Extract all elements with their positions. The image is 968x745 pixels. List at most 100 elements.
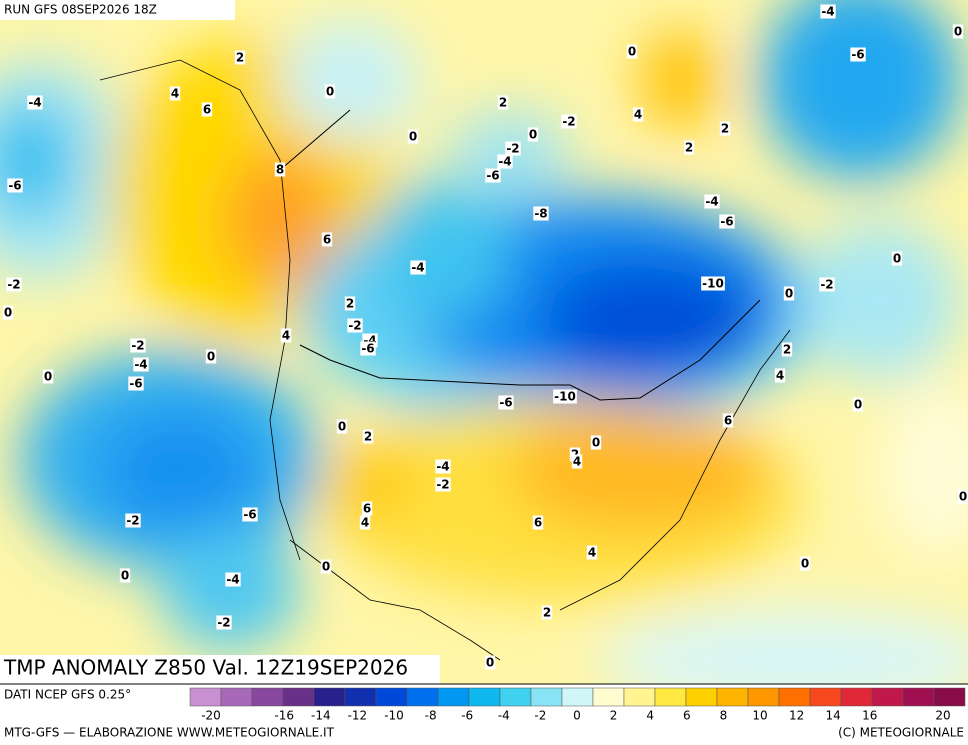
- contour-label-bg: [133, 357, 149, 372]
- contour-label: -2: [506, 142, 519, 156]
- contour-label-bg: [225, 572, 241, 587]
- contour-label-bg: [361, 501, 373, 516]
- contour-label: 4: [776, 369, 784, 383]
- contour-label-bg: [201, 102, 213, 117]
- contour-label: -4: [134, 358, 147, 372]
- run-label: RUN GFS 08SEP2026 18Z: [4, 3, 157, 17]
- contour-label: -6: [243, 508, 256, 522]
- contour-label-bg: [2, 305, 14, 320]
- legend-tick-label: 0: [573, 709, 581, 723]
- legend-tick-label: 6: [683, 709, 691, 723]
- legend-swatch: [778, 687, 811, 707]
- contour-label-bg: [119, 568, 131, 583]
- legend-tick-label: 2: [610, 709, 618, 723]
- contour-label: -4: [28, 96, 41, 110]
- contour-label-bg: [783, 286, 795, 301]
- legend-tick-label: 10: [752, 709, 767, 723]
- legend-swatch: [437, 687, 470, 707]
- legend-tick-label: -16: [274, 709, 294, 723]
- contour-label-bg: [321, 232, 333, 247]
- legend-swatch: [344, 687, 377, 707]
- contour-label-bg: [42, 369, 54, 384]
- contour-label: 2: [543, 606, 551, 620]
- legend-swatch: [685, 687, 718, 707]
- legend-tick-label: -20: [201, 709, 221, 723]
- contour-label: 2: [499, 96, 507, 110]
- legend-tick-label: 8: [720, 709, 728, 723]
- legend-swatch: [809, 687, 842, 707]
- contour-label-bg: [683, 140, 695, 155]
- contour-label-bg: [242, 507, 258, 522]
- contour-label-bg: [819, 277, 835, 292]
- contour-label: 0: [486, 656, 494, 670]
- contour-label: 0: [785, 287, 793, 301]
- legend-swatch: [716, 687, 749, 707]
- contour-label-bg: [280, 328, 292, 343]
- legend-swatch: [251, 687, 284, 707]
- contour-label-bg: [169, 86, 181, 101]
- contour-label: 0: [121, 569, 129, 583]
- legend-source: DATI NCEP GFS 0.25°: [4, 688, 131, 702]
- contour-label-bg: [205, 349, 217, 364]
- contour-label: 0: [207, 350, 215, 364]
- legend-swatch: [592, 687, 625, 707]
- contour-label: -6: [720, 215, 733, 229]
- contour-label: 0: [4, 306, 12, 320]
- contour-label-bg: [590, 435, 602, 450]
- contour-label-bg: [320, 559, 332, 574]
- contour-label: 0: [801, 557, 809, 571]
- contour-label: 0: [322, 560, 330, 574]
- contour-label-bg: [541, 605, 553, 620]
- contour-label: -2: [126, 514, 139, 528]
- legend-swatch: [189, 687, 222, 707]
- contour-label-bg: [274, 162, 286, 177]
- contour-label-bg: [324, 84, 336, 99]
- contour-label-bg: [359, 515, 371, 530]
- contour-label-bg: [344, 296, 356, 311]
- contour-label-bg: [820, 4, 836, 19]
- copyright: (C) METEOGIORNALE: [838, 726, 964, 740]
- contour-label: -10: [554, 390, 576, 404]
- contour-label: 6: [363, 502, 371, 516]
- contour-label-bg: [571, 454, 583, 469]
- contour-label: 0: [44, 370, 52, 384]
- contour-label-bg: [435, 477, 451, 492]
- contour-label: 0: [628, 45, 636, 59]
- contour-label-bg: [410, 260, 426, 275]
- contour-label-bg: [505, 141, 521, 156]
- legend-tick-label: -8: [425, 709, 437, 723]
- contour-label-bg: [6, 277, 22, 292]
- contour-label-bg: [722, 413, 734, 428]
- contour-label: -4: [436, 460, 449, 474]
- contour-label-bg: [781, 342, 793, 357]
- contour-label: 4: [588, 546, 596, 560]
- contour-label-bg: [532, 515, 544, 530]
- contour-label-bg: [7, 178, 23, 193]
- contour-label: 2: [685, 141, 693, 155]
- contour-label: -6: [129, 377, 142, 391]
- contour-label-bg: [852, 397, 864, 412]
- contour-label: 4: [171, 87, 179, 101]
- contour-label-bg: [952, 24, 964, 39]
- legend-swatch: [902, 687, 935, 707]
- legend-tick-label: -4: [498, 709, 510, 723]
- contour-label: 0: [326, 85, 334, 99]
- contour-label-bg: [704, 194, 720, 209]
- contour-label: 6: [724, 414, 732, 428]
- legend-swatch: [623, 687, 656, 707]
- contour-label: 0: [338, 420, 346, 434]
- contour-label: -4: [705, 195, 718, 209]
- contour-label-bg: [347, 318, 363, 333]
- contour-label-bg: [125, 513, 141, 528]
- contour-label-bg: [719, 121, 731, 136]
- contour-label-bg: [407, 129, 419, 144]
- contour-label: 2: [236, 51, 244, 65]
- contour-label-bg: [27, 95, 43, 110]
- contour-label-bg: [632, 107, 644, 122]
- legend-swatch: [282, 687, 315, 707]
- contour-label: -2: [7, 278, 20, 292]
- contour-label: -4: [411, 261, 424, 275]
- contour-label: 0: [409, 130, 417, 144]
- contour-label-bg: [336, 419, 348, 434]
- legend-tick-label: 20: [935, 709, 950, 723]
